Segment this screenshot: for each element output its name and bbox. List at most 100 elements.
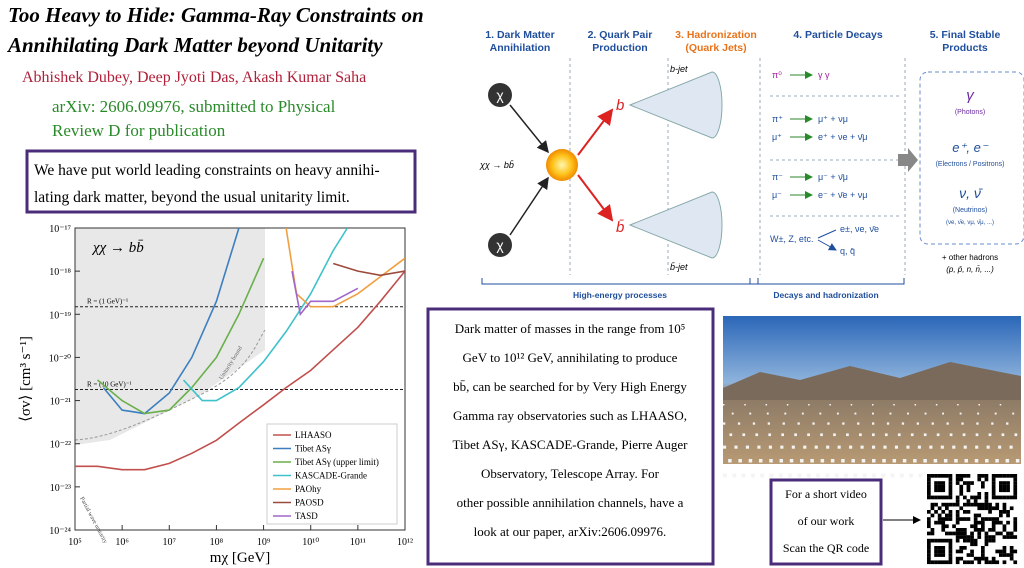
qr-module: [937, 520, 942, 525]
qr-module: [1009, 535, 1014, 539]
qr-module: [927, 531, 931, 536]
final-desc: (Electrons / Positrons): [936, 161, 1005, 168]
detector: [769, 459, 773, 463]
qr-module: [988, 517, 992, 521]
detector: [728, 459, 732, 463]
step-label: 4. Particle Decays: [793, 29, 882, 41]
y-tick-label: 10⁻²³: [50, 483, 71, 494]
series-line: [182, 228, 349, 402]
y-tick-label: 10⁻¹⁹: [49, 310, 71, 321]
qr-module: [977, 520, 982, 525]
qr-module: [1002, 510, 1007, 514]
detector: [924, 412, 927, 415]
qr-module: [988, 538, 992, 543]
qr-module: [1006, 510, 1010, 514]
qr-module: [934, 488, 938, 493]
qr-module: [995, 495, 1000, 500]
qr-module: [941, 474, 946, 478]
qr-module: [970, 524, 974, 529]
qr-module: [1002, 506, 1007, 511]
qr-module: [945, 560, 949, 565]
chi-label: χ: [496, 87, 504, 103]
qr-module: [955, 517, 960, 521]
qr-module: [1006, 531, 1010, 536]
process-label: χχ → bb̄: [479, 160, 514, 170]
decay-product: e⁺ + νe + ν̄μ: [818, 132, 867, 142]
detector: [830, 459, 835, 463]
detector: [729, 433, 733, 437]
detector: [998, 445, 1002, 449]
plot-frame: [74, 227, 406, 531]
step-label: Annihilation: [490, 42, 551, 54]
detector: [738, 459, 742, 463]
step-label: 1. Dark Matter: [485, 29, 554, 41]
detector: [734, 445, 738, 449]
detector: [907, 412, 909, 415]
qr-module: [999, 513, 1003, 518]
qr-module: [948, 474, 953, 478]
qr-module: [930, 538, 935, 543]
qr-module: [991, 520, 996, 525]
final-desc: (Photons): [955, 109, 985, 116]
description-box: [426, 307, 715, 566]
final-desc: (νe, ν̄e, νμ, ν̄μ, ...): [946, 220, 994, 226]
x-tick-label: 10¹¹: [350, 537, 366, 548]
qr-module: [955, 477, 960, 482]
decay-parent: π⁻: [772, 172, 783, 182]
qr-module: [930, 531, 935, 536]
qr-module: [963, 531, 967, 536]
qr-module: [966, 553, 971, 557]
qr-module: [966, 499, 971, 503]
qr-module: [984, 556, 989, 561]
qr-module: [955, 520, 960, 525]
detector: [906, 445, 910, 449]
step-label: Products: [942, 42, 988, 54]
qr-module: [984, 474, 989, 478]
qr-module: [930, 506, 935, 511]
detector: [909, 473, 914, 478]
qr-module: [934, 553, 938, 557]
qr-module: [927, 510, 931, 514]
arxiv-line: Review D for publication: [52, 121, 226, 140]
qr-module: [1013, 549, 1018, 554]
qr-module: [952, 524, 956, 529]
qr-module: [948, 549, 953, 554]
detector: [959, 412, 962, 415]
qr-module: [934, 502, 938, 507]
detector: [784, 412, 787, 415]
x-tick-label: 10¹²: [397, 537, 413, 548]
detector: [1006, 422, 1009, 425]
qr-module: [973, 495, 978, 500]
detector: [872, 473, 876, 478]
video-box: [769, 478, 883, 566]
arrow: [509, 176, 549, 236]
qr-module: [1002, 553, 1007, 557]
qr-module: [966, 481, 971, 485]
detector: [791, 445, 795, 449]
qr-module: [973, 542, 978, 547]
detector: [842, 422, 845, 425]
detector: [836, 412, 839, 415]
qr-module: [1006, 520, 1010, 525]
qr-module: [955, 535, 960, 539]
detector: [946, 422, 949, 425]
qr-module: [973, 528, 978, 532]
final-desc: (Neutrinos): [953, 207, 988, 214]
qr-module: [927, 474, 931, 478]
qr-module: [966, 535, 971, 539]
qr-module: [991, 481, 996, 485]
qr-module: [948, 542, 953, 547]
qr-module: [970, 535, 974, 539]
detector: [985, 459, 989, 463]
qr-module: [995, 531, 1000, 536]
qr-module: [984, 477, 989, 482]
qr-module: [991, 495, 996, 500]
jet-label: b̄-jet: [670, 262, 688, 272]
qr-module: [981, 502, 985, 507]
qr-module: [991, 492, 996, 496]
qr-module: [995, 560, 1000, 565]
diagram: 1. Dark Matter Annihilation 2. Quark Pai…: [479, 29, 1024, 300]
qr-module: [952, 531, 956, 536]
qr-module: [984, 542, 989, 547]
qr-module: [973, 556, 978, 561]
